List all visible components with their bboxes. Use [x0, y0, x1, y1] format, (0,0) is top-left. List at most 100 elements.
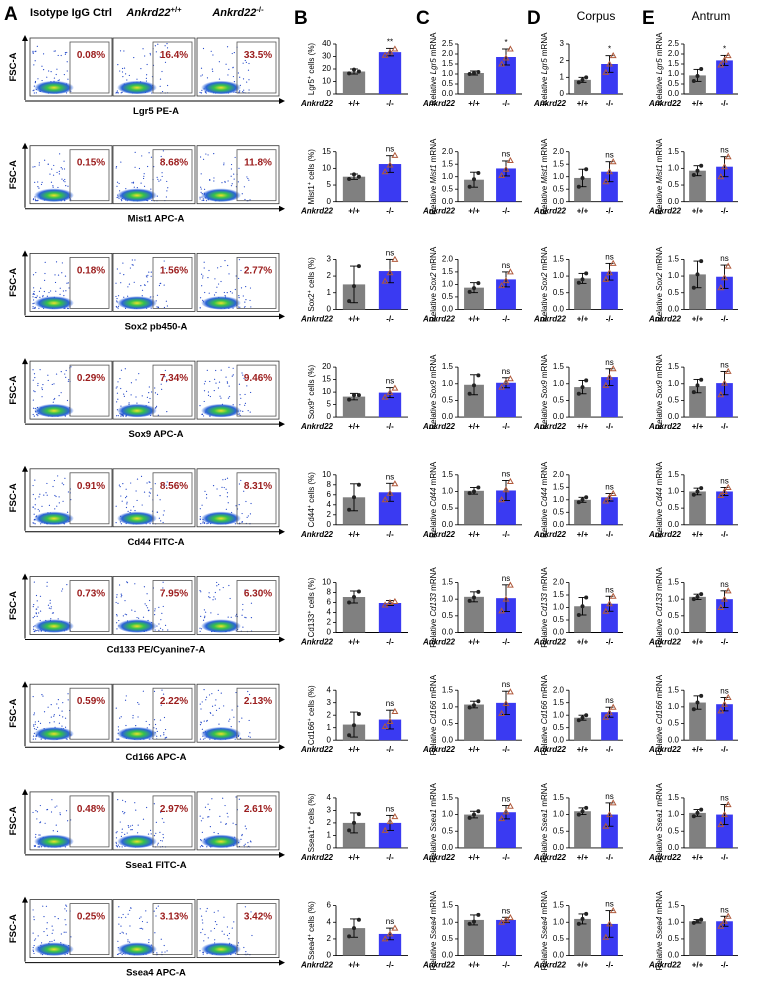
event-dot	[64, 53, 66, 55]
event-dot	[204, 806, 207, 808]
bar	[689, 921, 706, 956]
event-dot	[65, 92, 68, 94]
event-dot	[244, 301, 246, 303]
event-dot	[117, 92, 119, 94]
event-dot	[44, 261, 46, 263]
significance: ns	[502, 680, 510, 689]
event-dot	[205, 699, 207, 701]
point	[721, 56, 728, 63]
event-dot	[230, 163, 233, 166]
event-dot	[120, 92, 122, 94]
label-part: +	[307, 398, 313, 401]
event-dot	[125, 497, 127, 499]
event-dot	[68, 379, 70, 381]
event-dot	[127, 941, 129, 943]
y-tick-label: 0	[560, 89, 565, 98]
event-dot	[209, 826, 211, 828]
event-dot	[200, 591, 202, 593]
event-dot	[239, 737, 241, 739]
density-core	[34, 80, 74, 94]
event-dot	[38, 510, 40, 512]
event-dot	[35, 613, 37, 615]
event-dot	[36, 818, 38, 820]
event-dot	[122, 615, 124, 617]
point	[602, 381, 610, 388]
event-dot	[119, 70, 121, 72]
bar	[716, 383, 733, 418]
x-tick-label: +/+	[468, 638, 480, 647]
event-dot	[32, 506, 34, 508]
event-dot	[203, 261, 205, 263]
point	[506, 688, 514, 695]
event-dot	[33, 918, 35, 921]
event-dot	[156, 730, 158, 733]
event-dot	[161, 818, 163, 820]
event-dot	[34, 938, 37, 940]
event-dot	[117, 415, 119, 417]
event-dot	[226, 492, 229, 494]
event-dot	[200, 820, 203, 822]
label-part: Relative	[429, 507, 438, 538]
event-dot	[245, 951, 247, 953]
event-dot	[65, 185, 67, 187]
gate	[69, 903, 110, 955]
event-dot	[201, 728, 203, 730]
gate	[236, 41, 277, 94]
event-dot	[61, 710, 63, 712]
event-dot	[201, 831, 203, 833]
y-tick-label: 0	[327, 197, 332, 206]
event-dot	[199, 198, 201, 200]
label-part: mRNA	[655, 32, 664, 58]
event-dot	[35, 810, 37, 812]
event-dot	[33, 307, 36, 309]
event-dot	[34, 82, 36, 84]
label-part: mRNA	[540, 32, 549, 58]
bar	[601, 497, 618, 525]
event-dot	[55, 373, 58, 375]
event-dot	[37, 78, 39, 80]
point	[386, 930, 394, 937]
event-dot	[248, 62, 250, 65]
event-dot	[120, 523, 122, 525]
point	[721, 810, 728, 818]
event-dot	[154, 392, 157, 394]
event-dot	[160, 619, 162, 621]
event-dot	[124, 600, 126, 602]
event-dot	[133, 56, 135, 59]
event-dot	[148, 481, 150, 483]
point	[352, 723, 356, 728]
event-dot	[120, 161, 122, 163]
event-dot	[248, 693, 251, 696]
y-axis-label: FSC-A	[8, 160, 19, 189]
point	[476, 70, 481, 74]
y-tick-label: 2	[560, 56, 565, 65]
y-tick-label: 1.5	[553, 590, 565, 599]
label-part: Sox9	[655, 380, 664, 399]
event-dot	[244, 404, 246, 406]
event-dot	[199, 307, 201, 309]
x-tick-label: +/+	[468, 530, 480, 539]
event-dot	[204, 933, 206, 936]
x-tick-label: +/+	[468, 207, 480, 216]
label-part: Relative	[655, 74, 664, 105]
event-dot	[50, 181, 53, 183]
event-dot	[207, 154, 209, 156]
point	[506, 581, 514, 588]
y-tick-label: 30	[322, 52, 331, 61]
label-part: Cd166	[307, 721, 316, 745]
event-dot	[60, 933, 62, 935]
event-dot	[218, 583, 220, 586]
event-dot	[34, 836, 37, 838]
event-dot	[200, 915, 203, 917]
event-dot	[160, 383, 162, 385]
event-dot	[46, 934, 48, 936]
y-tick-label: 6	[327, 490, 332, 499]
point	[498, 814, 506, 822]
event-dot	[219, 589, 221, 591]
event-dot	[32, 90, 34, 92]
event-dot	[38, 187, 40, 189]
event-dot	[149, 829, 152, 831]
x-tick-label: -/-	[606, 422, 614, 431]
event-dot	[41, 388, 43, 391]
